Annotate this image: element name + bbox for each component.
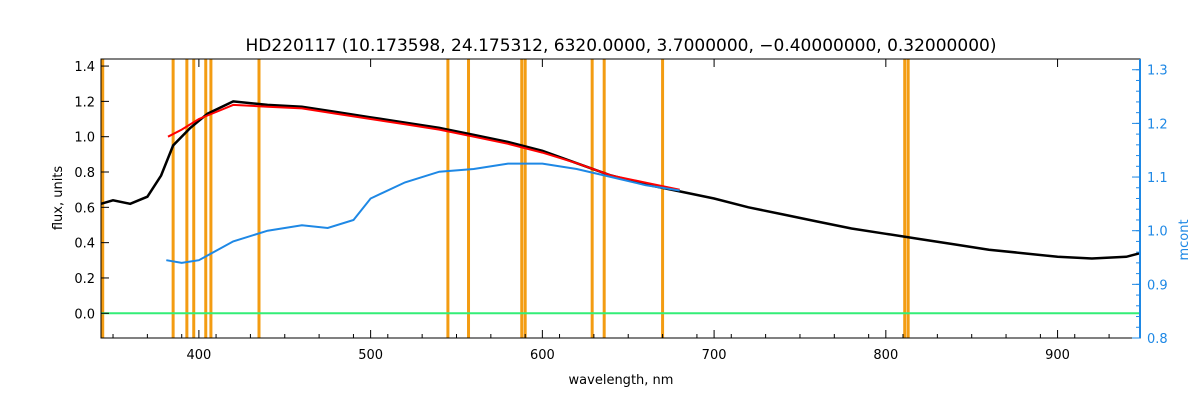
y-axis-left: 0.0 0.2 0.4 0.6 0.8 1.0 1.2 1.4 (74, 60, 109, 322)
y-tick-label: 0.2 (74, 272, 95, 287)
x-axis-label: wavelength, nm (569, 373, 674, 388)
model-spectrum-line (167, 103, 680, 191)
y2-tick-label: 1.0 (1147, 225, 1168, 240)
y2-tick-label: 0.9 (1147, 278, 1168, 293)
y-axis-right: 0.8 0.9 1.0 1.1 1.2 1.3 (1132, 59, 1168, 347)
y-tick-label: 0.8 (74, 166, 95, 181)
y-axis-label: flux, units (51, 166, 66, 231)
x-tick-label: 600 (530, 348, 555, 363)
x-tick-label: 500 (358, 348, 383, 363)
chart-title: HD220117 (10.173598, 24.175312, 6320.000… (246, 36, 997, 56)
y-tick-label: 0.6 (74, 201, 95, 216)
x-tick-label: 700 (702, 348, 727, 363)
y-tick-label: 1.2 (74, 95, 95, 110)
continuum-line (166, 162, 680, 264)
masked-regions (101, 59, 910, 338)
x-tick-label: 900 (1045, 348, 1070, 363)
y-tick-label: 1.0 (74, 131, 95, 146)
x-tick-label: 400 (186, 348, 211, 363)
y-tick-label: 0.0 (74, 307, 95, 322)
series-layer (100, 100, 1141, 315)
y2-axis-label: mcont (1177, 219, 1192, 260)
y2-tick-label: 1.2 (1147, 117, 1168, 132)
x-axis: 400 500 600 700 800 900 (112, 59, 1110, 363)
plot-frame (100, 58, 1141, 339)
y2-tick-label: 1.3 (1147, 64, 1168, 79)
y-tick-label: 1.4 (74, 60, 95, 75)
x-tick-label: 800 (873, 348, 898, 363)
y-tick-label: 0.4 (74, 237, 95, 252)
y2-tick-label: 1.1 (1147, 171, 1168, 186)
y2-tick-label: 0.8 (1147, 332, 1168, 347)
